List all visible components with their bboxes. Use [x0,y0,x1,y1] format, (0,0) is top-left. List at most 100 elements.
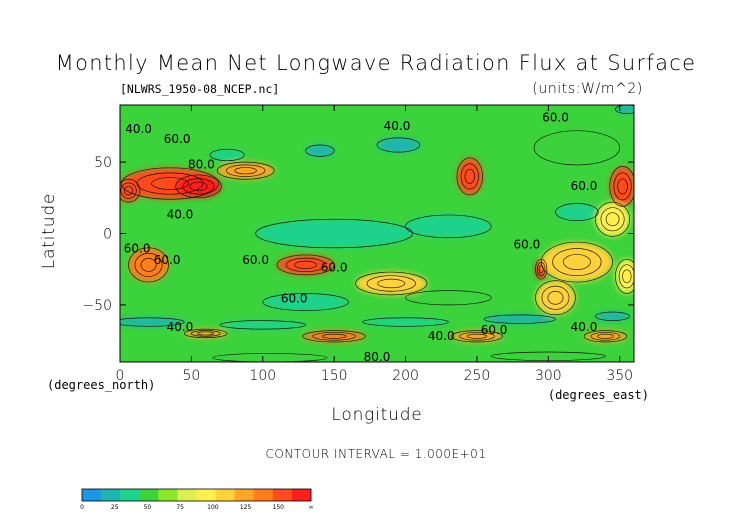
field-regions [120,105,634,362]
contour-line-30-0 [362,317,449,327]
contour-line-4-0 [456,157,484,196]
contour-line-15-0 [450,330,503,343]
colorbar-swatch-11 [291,489,312,501]
field-region-18 [255,219,413,248]
contour-line-0-1 [136,172,204,195]
contour-line-21-0 [262,293,349,311]
colorbar-tick-label-3: 75 [176,504,184,511]
contour-line-16-1 [590,332,621,341]
contour-line-9-0 [540,241,613,283]
colorbar-tick-label-0: 0 [80,504,84,511]
contour-line-15-1 [459,332,495,341]
field-region-5 [609,166,634,207]
contour-line-16-0 [583,330,628,343]
x-axis-ticks: 0 50 100 150 200 250 300 350 [116,105,633,384]
colorbar-tick-label-5: 125 [240,504,252,511]
y-tick-label-1: 0 [103,227,112,243]
contour-label-layer: 40.060.040.060.080.040.060.060.060.0 60.0… [124,110,598,364]
field-region-11 [615,259,634,294]
field-region-1 [175,174,222,198]
contour-line-14-0 [302,330,366,343]
contour-line-0-2 [151,177,189,190]
contour-line-6-2 [140,258,157,272]
contour-label-17: 80.0 [364,350,391,364]
contour-label-16: 40.0 [571,320,598,334]
contour-line-5-0 [609,166,634,207]
contour-line-20-0 [555,203,599,221]
colorbar-swatch-6 [196,489,216,501]
colorbar-swatch-4 [158,489,178,501]
y-tick-label-0: 50 [94,155,112,171]
contour-line-17-1 [190,330,221,337]
field-region-20 [555,203,599,221]
contour-line-14-2 [321,333,347,339]
field-region-19 [405,214,492,238]
contour-line-1-2 [189,181,208,192]
field-region-12 [355,272,427,295]
contour-line-2-1 [225,164,266,177]
y-axis-ticks: 50 0 −50 [82,155,634,314]
field-region-31 [484,314,556,324]
field-region-32 [595,312,630,321]
field-region-6 [128,247,169,283]
contour-label-5: 40.0 [167,207,194,221]
y-axis-unit-label: (degrees_north) [47,378,155,392]
field-region-29 [219,320,306,330]
contour-line-13-2 [605,212,620,227]
field-region-30 [362,317,449,327]
colorbar-swatch-10 [272,489,293,501]
contour-line-12-2 [377,278,406,289]
colorbar-swatch-8 [234,489,255,501]
plot-area: 40.060.040.060.080.040.060.060.060.0 60.0… [119,104,635,364]
contour-line-12-1 [366,275,416,292]
contour-line-11-2 [622,269,632,284]
contour-line-15-2 [466,333,488,339]
contour-line-31-0 [483,314,556,324]
contour-line-9-2 [562,254,591,271]
contour-line-32-0 [595,311,631,321]
contour-label-14: 40.0 [428,329,455,343]
contour-line-17-0 [183,328,228,339]
field-region-24 [377,137,420,153]
field-region-26 [209,149,245,161]
contour-line-5-1 [613,172,632,201]
dataset-filename: [NLWRS_1950-08_NCEP.nc] [120,82,279,96]
field-region-9 [541,242,613,283]
contour-line-17-2 [197,331,215,336]
contour-line-3-0 [120,178,141,203]
colorbar-swatch-9 [253,489,274,501]
contour-label-15: 60.0 [481,323,508,337]
colorbar-tick-label-4: 100 [207,504,219,511]
field-region-13 [595,202,630,237]
colorbar-swatch-2 [120,489,140,501]
contour-line-10-0 [535,280,576,316]
contour-line-9-1 [552,248,602,276]
field-region-33 [212,353,328,362]
field-region-28 [120,317,185,327]
colorbar-swatch-3 [139,489,159,501]
contour-line-12-0 [355,271,428,296]
contour-line-5-2 [617,178,628,195]
field-region-10 [535,280,576,315]
contour-label-4: 80.0 [188,157,215,171]
contour-line-3-1 [120,182,137,199]
contour-line-29-0 [219,320,306,330]
contour-label-6: 60.0 [571,179,598,193]
contour-label-0: 40.0 [125,122,152,136]
contour-label-8: 60.0 [154,253,181,267]
x-tick-label-1: 50 [182,368,200,384]
colorbar-swatch-7 [215,489,235,501]
contour-line-4-1 [460,163,479,190]
contour-line-11-0 [615,258,634,294]
contour-label-2: 40.0 [384,119,411,133]
field-region-23 [534,130,620,165]
contour-line-7-2 [294,260,317,270]
contour-line-6-1 [134,252,163,277]
colorbar-swatch-1 [101,489,121,501]
contour-line-1-0 [175,174,222,199]
x-tick-label-7: 350 [606,368,633,384]
contour-label-1: 60.0 [164,132,191,146]
chart-title: Monthly Mean Net Longwave Radiation Flux… [56,51,697,75]
contour-line-6-0 [128,247,169,283]
contour-line-0-0 [121,167,219,200]
